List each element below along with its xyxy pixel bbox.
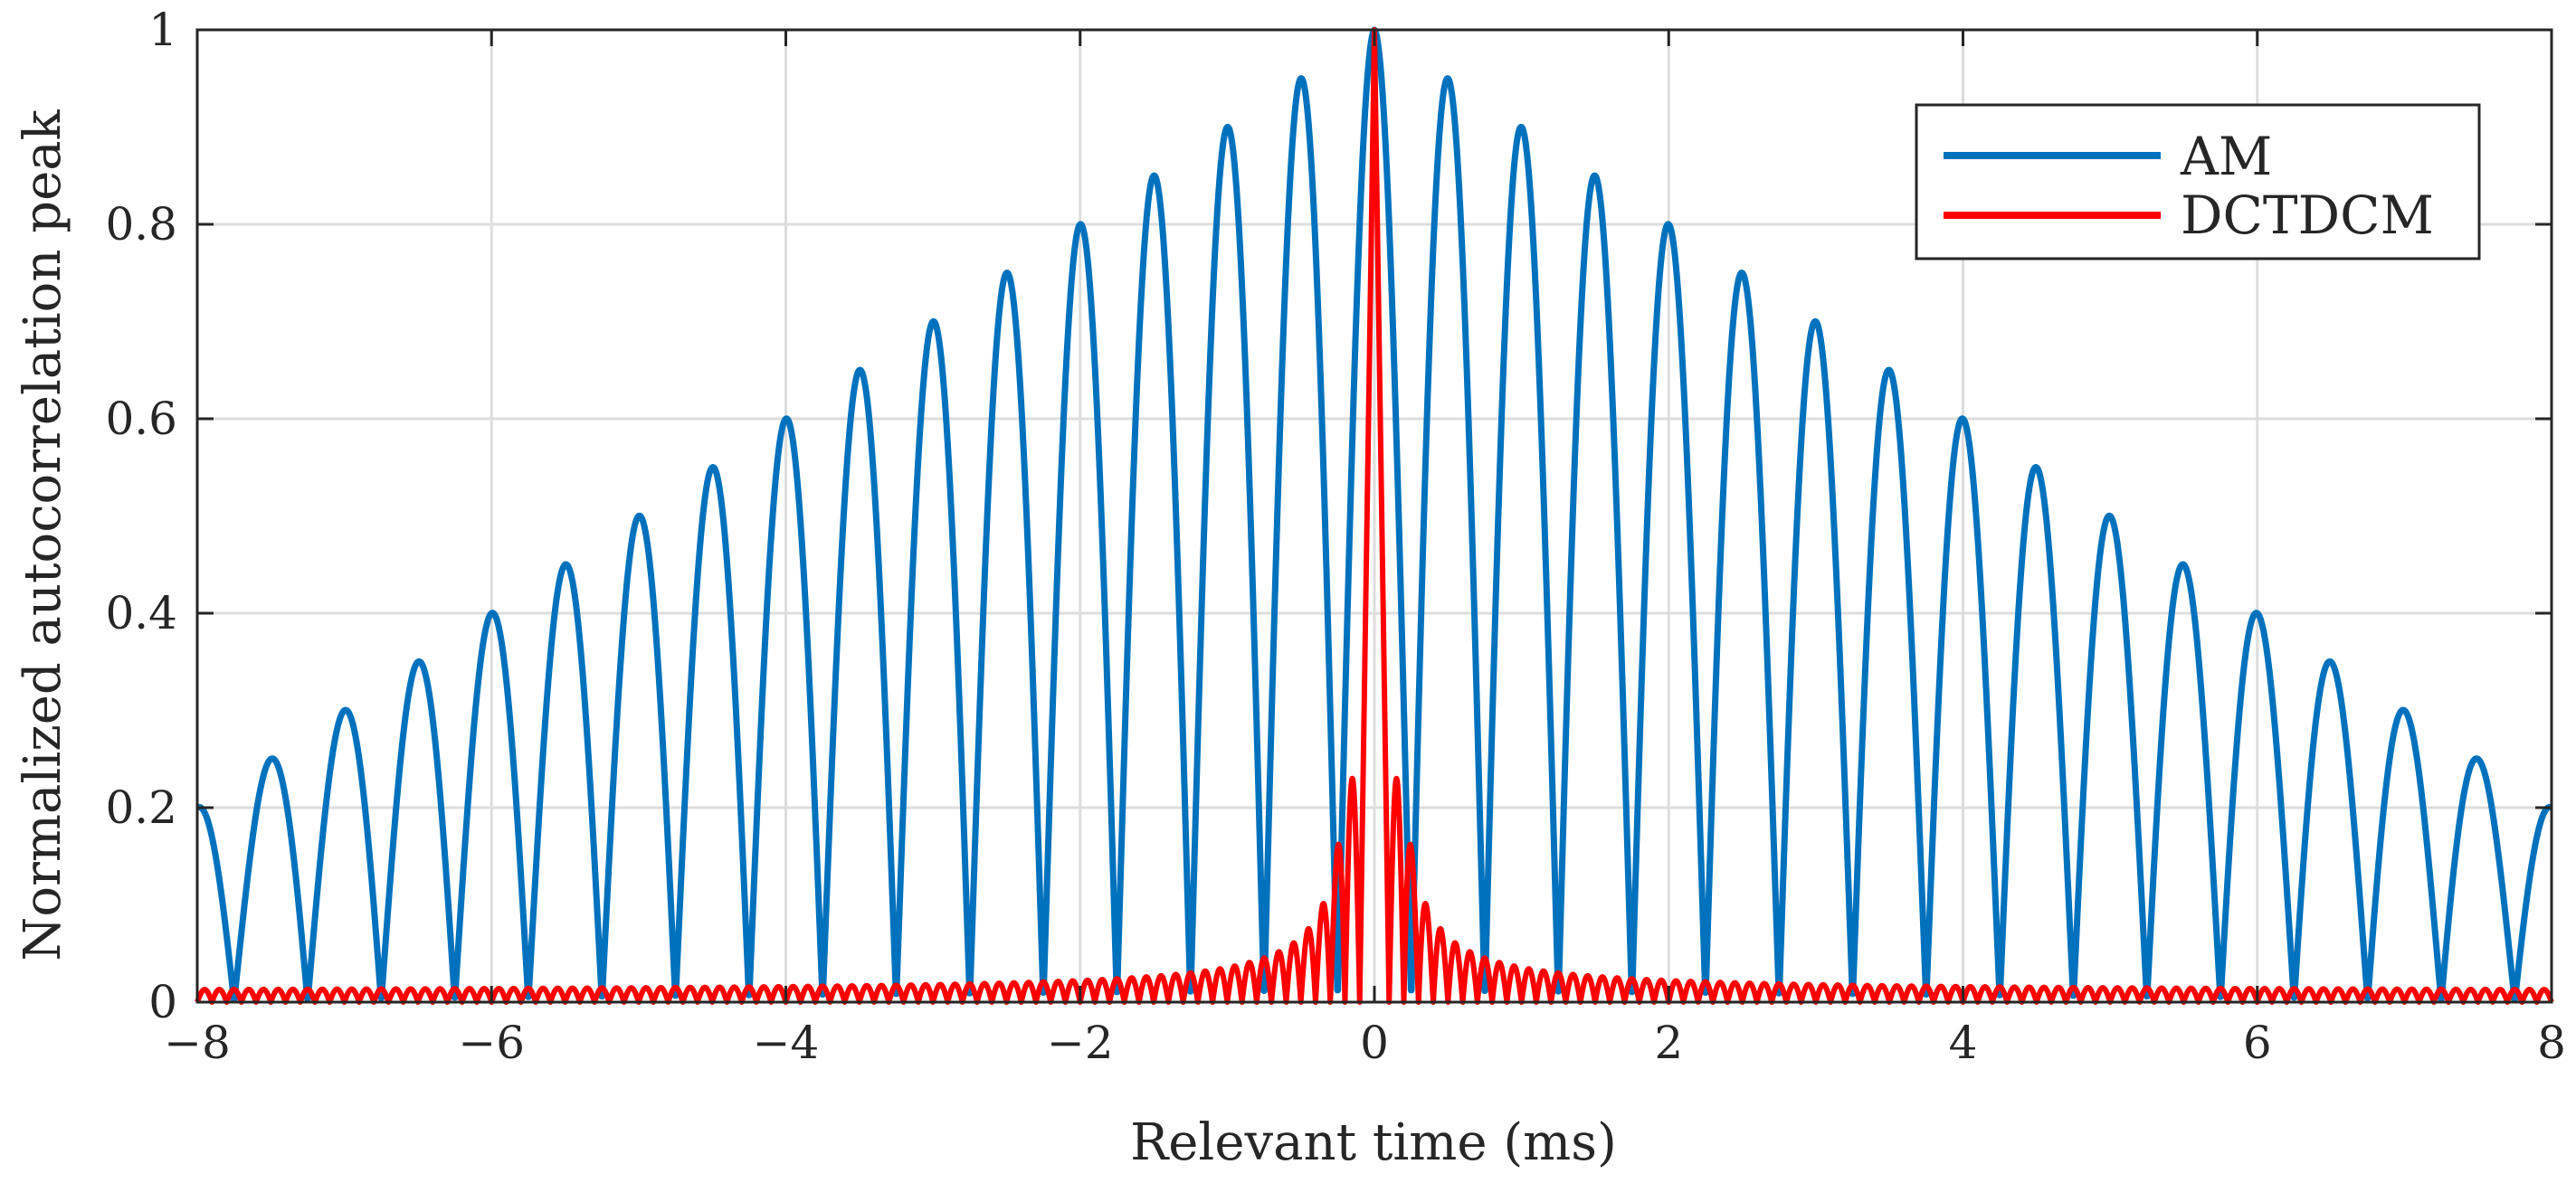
am-peak-point (931, 310, 935, 314)
x-tick-label: 0 (1360, 1017, 1389, 1069)
am-peak-point (1079, 213, 1082, 216)
y-tick-label: 1 (148, 4, 177, 56)
am-peak-point (2035, 456, 2039, 459)
legend-box (1915, 103, 2481, 260)
am-peak-point (564, 554, 567, 557)
y-tick-label: 0.6 (105, 393, 177, 445)
am-peak-point (1004, 261, 1008, 265)
am-peak-point (416, 650, 420, 654)
x-tick-label: 4 (1949, 1017, 1978, 1069)
am-peak-point (269, 748, 272, 752)
am-peak-point (637, 505, 641, 508)
x-tick-label: 8 (2537, 1017, 2566, 1069)
am-peak-point (1446, 67, 1450, 71)
am-peak-point (2476, 748, 2480, 752)
x-tick-label: −2 (1047, 1017, 1114, 1069)
x-tick-label: 2 (1654, 1017, 1683, 1069)
am-peak-point (1299, 67, 1303, 71)
y-tick-label: 0 (148, 976, 177, 1028)
x-tick-label: 6 (2243, 1017, 2272, 1069)
am-peak-point (1520, 116, 1524, 119)
am-peak-point (710, 456, 714, 459)
x-axis-label: Relevant time (ms) (1130, 1113, 1617, 1172)
y-tick-label: 0.8 (105, 198, 177, 251)
am-peak-point (1887, 359, 1891, 363)
am-peak-point (1741, 261, 1744, 265)
y-tick-label: 0.4 (105, 587, 177, 639)
am-peak-point (784, 407, 788, 411)
am-peak-point (1962, 407, 1965, 411)
am-peak-point (858, 359, 861, 363)
ticks-layer: −8 −6 −4 −2 0 2 4 6 8 0 0.2 0.4 0.6 0.8 1 (105, 4, 2565, 1069)
am-peak-point (1225, 116, 1229, 119)
am-peak-point (2329, 650, 2333, 654)
am-peak-point (490, 601, 493, 605)
legend-label-dctdcm: DCTDCM (2181, 185, 2434, 246)
y-axis-label: Normalized autocorrelation peak (14, 109, 72, 961)
am-peak-point (1152, 165, 1155, 168)
x-tick-label: −4 (753, 1017, 820, 1069)
am-peak-point (2108, 505, 2112, 508)
am-peak-point (2182, 554, 2185, 557)
legend-label-am: AM (2180, 126, 2272, 187)
am-peak-point (1593, 165, 1597, 168)
legend: AM DCTDCM (1915, 103, 2481, 260)
y-tick-label: 0.2 (105, 781, 177, 834)
am-peak-point (2256, 601, 2259, 605)
am-peak-point (2402, 699, 2406, 703)
x-tick-label: −8 (164, 1017, 231, 1069)
am-peak-point (1814, 310, 1818, 314)
am-peak-point (1667, 213, 1670, 216)
x-tick-label: −6 (458, 1017, 525, 1069)
am-peak-point (343, 699, 347, 703)
